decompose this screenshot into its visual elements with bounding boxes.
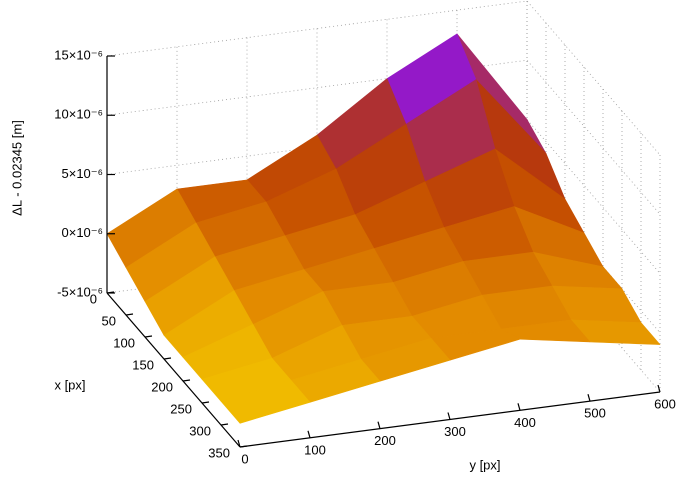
surface-patch — [220, 379, 311, 424]
y-tick-label: 600 — [654, 396, 676, 411]
x-axis — [106, 292, 241, 448]
x-tick-label: 300 — [189, 423, 211, 438]
x-axis-label: x [px] — [54, 377, 85, 392]
y-tick — [377, 421, 381, 429]
x-tick — [144, 335, 153, 338]
y-tick — [587, 394, 591, 402]
y-tick — [237, 439, 241, 448]
y-tick — [307, 430, 311, 438]
y-tick-label: 200 — [374, 433, 396, 448]
x-tick-label: 150 — [132, 357, 154, 372]
z-tick-label: 5×10⁻⁶ — [62, 166, 104, 181]
y-tick-label: 300 — [444, 424, 466, 439]
x-tick — [239, 445, 248, 448]
z-tick-label: -5×10⁻⁶ — [57, 284, 103, 299]
x-tick-label: 350 — [208, 445, 230, 460]
x-tick — [201, 401, 210, 404]
z-axis-label: ΔL - 0.02345 [m] — [9, 120, 24, 216]
x-tick-label: 200 — [151, 379, 173, 394]
x-tick — [182, 379, 191, 382]
y-tick — [657, 384, 661, 393]
y-axis-label: y [px] — [469, 457, 500, 472]
x-tick-label: 0 — [90, 291, 97, 306]
x-tick — [220, 423, 229, 426]
x-tick-label: 100 — [113, 335, 135, 350]
y-tick-label: 400 — [514, 415, 536, 430]
z-tick-label: 10×10⁻⁶ — [54, 107, 103, 122]
x-tick-label: 250 — [170, 401, 192, 416]
y-tick — [517, 403, 521, 411]
z-tick-label: 15×10⁻⁶ — [54, 47, 103, 62]
y-tick — [447, 412, 451, 420]
x-tick — [106, 291, 115, 294]
x-tick — [125, 313, 134, 316]
x-tick — [163, 357, 172, 360]
x-tick-label: 50 — [102, 313, 116, 328]
y-tick-label: 500 — [584, 406, 606, 421]
z-tick-label: 0×10⁻⁶ — [62, 225, 104, 240]
y-tick-label: 100 — [304, 442, 326, 457]
y-tick-label: 0 — [241, 451, 248, 466]
